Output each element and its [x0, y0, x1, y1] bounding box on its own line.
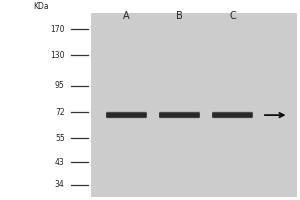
Text: 130: 130: [50, 51, 64, 60]
FancyBboxPatch shape: [106, 112, 147, 118]
Text: 43: 43: [55, 158, 64, 167]
FancyBboxPatch shape: [159, 115, 200, 118]
Text: KDa: KDa: [33, 2, 49, 11]
Text: B: B: [176, 11, 183, 21]
Text: 55: 55: [55, 134, 64, 143]
FancyBboxPatch shape: [106, 112, 147, 116]
Text: C: C: [229, 11, 236, 21]
FancyBboxPatch shape: [159, 112, 200, 116]
FancyBboxPatch shape: [159, 112, 200, 118]
Text: 170: 170: [50, 25, 64, 34]
Bar: [91, 13, 297, 197]
FancyBboxPatch shape: [212, 112, 253, 116]
FancyBboxPatch shape: [212, 112, 253, 118]
FancyBboxPatch shape: [212, 115, 253, 118]
Text: A: A: [123, 11, 130, 21]
Text: 72: 72: [55, 108, 64, 117]
Text: 34: 34: [55, 180, 64, 189]
Text: 95: 95: [55, 81, 64, 90]
FancyBboxPatch shape: [106, 115, 147, 118]
